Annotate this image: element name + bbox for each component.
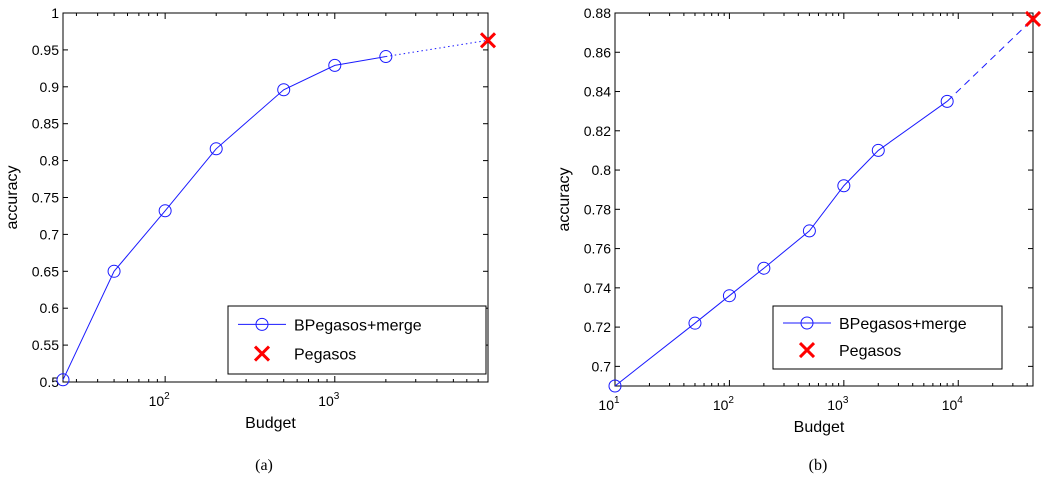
x-tick-label: 102 [713, 395, 735, 413]
series-line-bpegasos-merge [62, 56, 386, 380]
y-tick-label: 0.82 [584, 123, 611, 139]
y-axis-label: accuracy [556, 167, 573, 231]
y-tick-label: 0.86 [584, 44, 611, 60]
legend-frame [227, 305, 487, 375]
legend-label: BPegasos+merge [294, 317, 422, 334]
legend-label: Pegasos [294, 347, 356, 364]
y-tick-label: 0.7 [592, 358, 612, 374]
data-point-circle [871, 143, 885, 157]
data-point-circle [837, 179, 851, 193]
legend-label: Pegasos [839, 343, 901, 360]
y-tick-label: 0.55 [32, 337, 59, 353]
legend-x-marker [253, 345, 271, 362]
legend-circle-marker [800, 316, 814, 330]
data-point-circle [209, 142, 223, 156]
y-tick-label: 0.8 [592, 162, 612, 178]
legend: BPegasos+merge Pegasos [772, 305, 1003, 370]
data-point-circle [608, 379, 622, 393]
x-axis-label: Budget [794, 419, 845, 436]
data-point-circle [158, 204, 172, 218]
y-tick-label: 0.95 [32, 42, 59, 58]
connector-line [385, 39, 489, 58]
y-tick-label: 0.9 [40, 79, 60, 95]
y-tick-label: 0.75 [32, 190, 59, 206]
y-tick-label: 0.78 [584, 201, 611, 217]
x-axis-label: Budget [245, 415, 296, 432]
x-tick-label: 103 [827, 395, 849, 413]
y-tick-label: 1 [51, 5, 59, 21]
x-tick-label: 103 [318, 391, 340, 409]
y-tick-label: 0.65 [32, 263, 59, 279]
x-tick-label: 104 [942, 395, 964, 413]
y-axis-label: accuracy [4, 165, 21, 229]
data-point-circle [802, 224, 816, 238]
legend-frame [772, 305, 1003, 370]
figure-caption: (b) [809, 457, 828, 474]
data-point-circle [722, 289, 736, 303]
data-point-circle [277, 83, 291, 97]
series-line-bpegasos-merge [614, 100, 948, 387]
legend-circle-marker [255, 317, 269, 331]
legend-x-marker [798, 342, 816, 359]
y-tick-label: 0.76 [584, 241, 611, 257]
x-tick-label: 102 [149, 391, 171, 409]
chart-b: 0.7 0.72 0.74 0.76 0.78 0.8 0.82 0.84 0.86 0.88 10… [556, 5, 1042, 474]
legend-label: BPegasos+merge [839, 316, 967, 333]
y-tick-label: 0.7 [40, 226, 60, 242]
x-tick-label: 101 [598, 395, 620, 413]
y-tick-label: 0.72 [584, 319, 611, 335]
data-point-circle [379, 50, 393, 64]
figure-caption: (a) [255, 457, 273, 474]
plot-area-frame [614, 12, 1034, 387]
pegasos-marker [479, 32, 497, 49]
data-point-circle [940, 94, 954, 108]
data-point-circle [107, 264, 121, 278]
data-point-circle [56, 373, 70, 387]
y-tick-label: 0.84 [584, 84, 611, 100]
y-tick-label: 0.6 [40, 300, 60, 316]
y-tick-label: 0.85 [32, 116, 59, 132]
y-tick-label: 0.5 [40, 374, 60, 390]
chart-a: 0.5 0.55 0.6 0.65 0.7 0.75 0.8 0.85 0.9 0.95 1 102 1… [4, 5, 497, 474]
data-point-circle [757, 261, 771, 275]
y-tick-label: 0.8 [40, 153, 60, 169]
data-point-circle [688, 316, 702, 330]
data-point-circle [328, 58, 342, 72]
y-tick-label: 0.88 [584, 5, 611, 21]
y-tick-label: 0.74 [584, 280, 611, 296]
pegasos-marker [1024, 10, 1042, 27]
connector-line [946, 18, 1034, 102]
legend: BPegasos+merge Pegasos [227, 305, 487, 375]
